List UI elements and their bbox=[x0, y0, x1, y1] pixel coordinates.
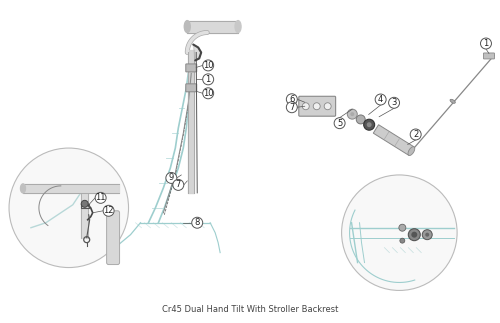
Text: 1: 1 bbox=[206, 75, 211, 84]
Circle shape bbox=[410, 129, 421, 140]
Text: 1: 1 bbox=[484, 39, 488, 48]
FancyBboxPatch shape bbox=[106, 211, 120, 265]
Text: 11: 11 bbox=[96, 193, 106, 202]
Text: 10: 10 bbox=[203, 61, 213, 70]
Circle shape bbox=[356, 115, 365, 124]
Circle shape bbox=[334, 118, 345, 129]
Circle shape bbox=[348, 109, 358, 119]
Text: Cr45 Dual Hand Tilt With Stroller Backrest: Cr45 Dual Hand Tilt With Stroller Backre… bbox=[162, 305, 338, 314]
Circle shape bbox=[366, 122, 372, 127]
Circle shape bbox=[313, 103, 320, 110]
Circle shape bbox=[480, 38, 492, 49]
FancyBboxPatch shape bbox=[299, 96, 336, 116]
Circle shape bbox=[286, 94, 298, 105]
Text: 4: 4 bbox=[378, 95, 384, 104]
Ellipse shape bbox=[450, 99, 456, 103]
Text: 7: 7 bbox=[176, 181, 181, 189]
Circle shape bbox=[324, 103, 331, 110]
Circle shape bbox=[342, 175, 457, 290]
Circle shape bbox=[425, 233, 429, 237]
Circle shape bbox=[350, 112, 354, 116]
Circle shape bbox=[375, 94, 386, 105]
Circle shape bbox=[302, 103, 309, 110]
Ellipse shape bbox=[184, 21, 190, 33]
Text: 2: 2 bbox=[413, 130, 418, 139]
Text: 6: 6 bbox=[289, 95, 294, 104]
Circle shape bbox=[422, 230, 432, 240]
Circle shape bbox=[364, 119, 374, 130]
Text: 9: 9 bbox=[168, 173, 174, 182]
Circle shape bbox=[286, 102, 298, 113]
FancyBboxPatch shape bbox=[484, 53, 494, 59]
Circle shape bbox=[166, 172, 177, 183]
Circle shape bbox=[412, 232, 418, 238]
Text: 10: 10 bbox=[203, 89, 213, 98]
Ellipse shape bbox=[20, 184, 25, 193]
Text: 5: 5 bbox=[337, 119, 342, 128]
FancyBboxPatch shape bbox=[186, 84, 196, 92]
Circle shape bbox=[400, 238, 405, 243]
Circle shape bbox=[9, 148, 128, 267]
Circle shape bbox=[388, 97, 400, 108]
Circle shape bbox=[103, 205, 114, 216]
Text: 8: 8 bbox=[194, 218, 200, 227]
FancyBboxPatch shape bbox=[186, 64, 196, 72]
Circle shape bbox=[81, 200, 88, 207]
Circle shape bbox=[408, 229, 420, 241]
Text: 3: 3 bbox=[392, 98, 396, 107]
Text: 12: 12 bbox=[104, 206, 114, 215]
Polygon shape bbox=[374, 125, 414, 155]
Circle shape bbox=[399, 224, 406, 231]
Ellipse shape bbox=[408, 147, 415, 155]
Circle shape bbox=[202, 74, 213, 85]
Polygon shape bbox=[193, 45, 201, 60]
Circle shape bbox=[173, 179, 184, 190]
Circle shape bbox=[202, 88, 213, 99]
Ellipse shape bbox=[235, 21, 241, 33]
Circle shape bbox=[192, 217, 202, 228]
Text: 7: 7 bbox=[289, 103, 294, 112]
Circle shape bbox=[202, 60, 213, 71]
Circle shape bbox=[95, 193, 106, 203]
